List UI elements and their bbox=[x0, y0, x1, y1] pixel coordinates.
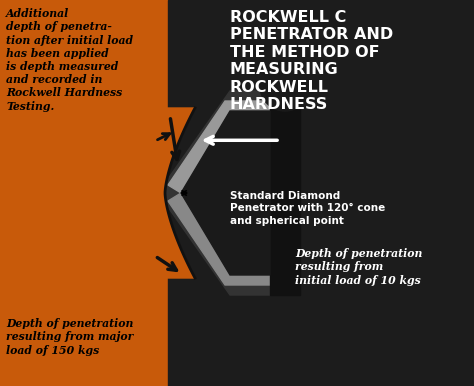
Polygon shape bbox=[168, 101, 270, 193]
Polygon shape bbox=[181, 111, 270, 275]
Text: Standard Diamond
Penetrator with 120° cone
and spherical point: Standard Diamond Penetrator with 120° co… bbox=[230, 191, 385, 226]
Text: Additional
depth of penetra-
tion after initial load
has been applied
is depth m: Additional depth of penetra- tion after … bbox=[6, 8, 133, 112]
Text: Depth of penetration
resulting from
initial load of 10 kgs: Depth of penetration resulting from init… bbox=[295, 248, 422, 286]
Circle shape bbox=[260, 61, 310, 111]
Text: Depth of penetration
resulting from major
load of 150 kgs: Depth of penetration resulting from majo… bbox=[6, 318, 133, 356]
Bar bbox=[168, 0, 474, 386]
Polygon shape bbox=[0, 0, 195, 386]
Bar bbox=[0, 0, 168, 386]
Polygon shape bbox=[158, 91, 280, 295]
Bar bbox=[270, 91, 300, 295]
Text: ROCKWELL C
PENETRATOR AND
THE METHOD OF
MEASURING
ROCKWELL
HARDNESS: ROCKWELL C PENETRATOR AND THE METHOD OF … bbox=[230, 10, 393, 112]
Polygon shape bbox=[168, 193, 270, 285]
